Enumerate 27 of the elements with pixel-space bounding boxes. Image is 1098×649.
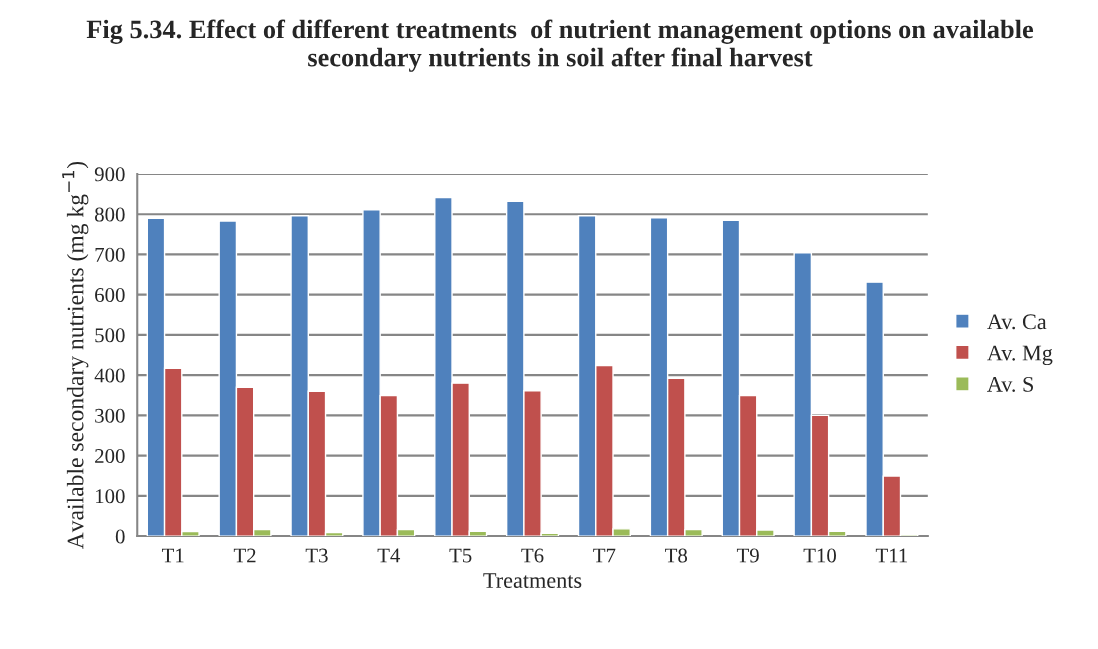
x-tick-label: T1 — [161, 548, 184, 563]
y-tick-label: 400 — [94, 368, 125, 383]
x-tick-label: T4 — [377, 548, 401, 563]
y-tick-label: 900 — [94, 167, 125, 182]
x-tick-label: T5 — [449, 548, 472, 563]
x-tick-label: T7 — [593, 548, 616, 563]
y-tick-label: 200 — [95, 448, 125, 464]
x-tick-label: T9 — [736, 548, 759, 563]
y-tick-label: 0 — [115, 529, 125, 544]
y-axis-title: Available secondary nutrients (mg kg$^{−1}$) — [62, 161, 89, 550]
x-tick-label: T3 — [305, 548, 328, 563]
legend-label: Av. Ca — [987, 314, 1047, 330]
x-tick-label: T11 — [875, 548, 908, 563]
y-tick-label: 700 — [95, 247, 125, 262]
x-tick-label: T10 — [803, 548, 836, 563]
x-axis-title: Treatments — [483, 573, 582, 588]
chart-title: Fig 5.34. Effect of different treatments of nutrient management options on available secondary nutrients in soil after final harvest — [86, 19, 1034, 72]
y-tick-label: 800 — [94, 207, 125, 222]
y-tick-label: 300 — [95, 408, 125, 423]
x-tick-label: T8 — [665, 548, 688, 563]
legend-label: Av. Mg — [987, 345, 1053, 366]
y-tick-label: 600 — [95, 288, 125, 303]
y-tick-label: 500 — [95, 328, 125, 343]
x-tick-label: T6 — [521, 548, 544, 563]
y-tick-label: 100 — [96, 489, 125, 504]
x-tick-label: T2 — [233, 548, 256, 563]
legend-label: Av. S — [987, 376, 1033, 392]
